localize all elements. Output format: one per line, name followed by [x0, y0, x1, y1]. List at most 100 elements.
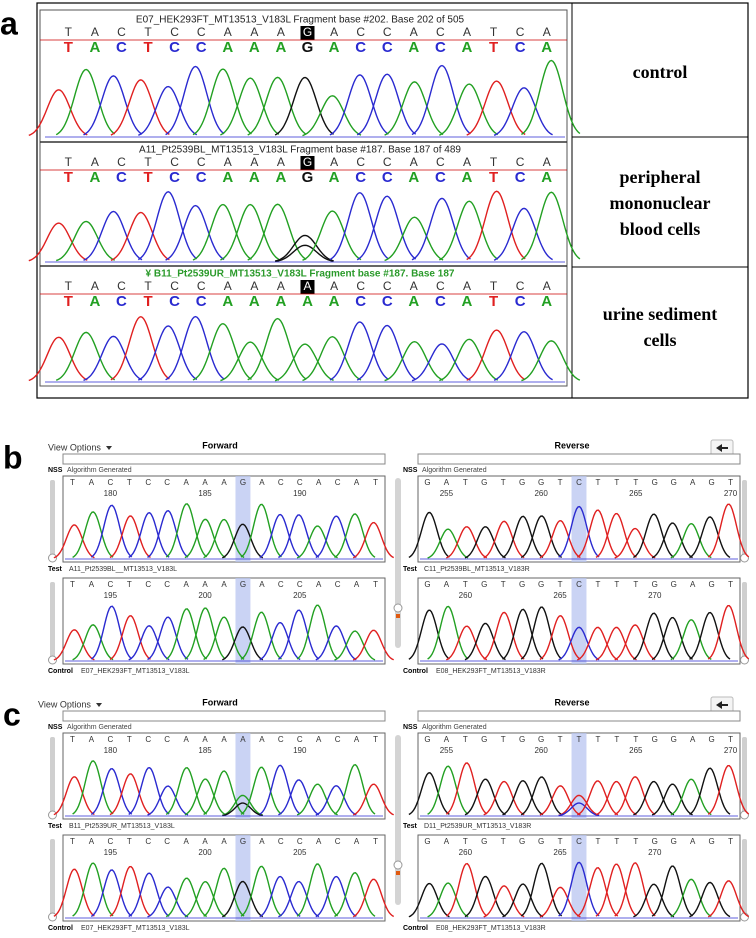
scrollbar-track — [50, 839, 55, 917]
scrollbar-handle — [740, 912, 749, 922]
base-call: T — [490, 155, 498, 169]
base-position: 260 — [534, 746, 548, 755]
trace-peak — [651, 522, 693, 559]
base-call: A — [89, 735, 95, 744]
base-call: A — [222, 169, 233, 186]
base-call: C — [516, 155, 525, 169]
trace-peak — [445, 762, 488, 815]
trace-peak — [408, 882, 450, 918]
trace-peak — [352, 783, 394, 816]
base-call: C — [164, 837, 170, 846]
nss-note: Algorithm Generated — [422, 724, 487, 731]
base-position: 255 — [440, 746, 454, 755]
back-arrow — [716, 701, 728, 709]
trace-peak — [147, 616, 189, 661]
nss-note: Algorithm Generated — [67, 724, 132, 731]
trace-peak — [539, 886, 581, 918]
trace-peak — [90, 504, 133, 558]
base-call: A — [183, 735, 189, 744]
base-call: C — [297, 735, 303, 744]
base-call: A — [221, 478, 227, 487]
trace-peak — [670, 619, 712, 661]
base-call: C — [515, 293, 526, 310]
scrollbar-handle — [48, 655, 57, 665]
base-call: T — [501, 837, 506, 846]
trace-peak — [240, 503, 282, 558]
base-call: T — [70, 837, 75, 846]
trace-title: A11_Pt2539BL_MT13513_V183L Fragment base… — [139, 145, 461, 156]
base-call: T — [127, 837, 132, 846]
scrollbar-handle — [48, 553, 57, 563]
trace-peak — [315, 875, 357, 918]
base-call: C — [435, 293, 446, 310]
base-call: A — [329, 293, 340, 310]
trace-peak — [222, 626, 264, 661]
base-call: T — [463, 735, 468, 744]
base-call: A — [277, 155, 285, 169]
base-call: T — [558, 837, 563, 846]
trace-peak — [72, 511, 114, 558]
trace-peak — [483, 611, 525, 660]
base-call: A — [249, 39, 260, 56]
trace-peak — [165, 503, 208, 558]
trace-peak — [147, 886, 189, 918]
trace-peak — [296, 863, 339, 917]
trace-peak — [577, 780, 619, 816]
base-call: T — [489, 169, 498, 186]
trace-peak — [147, 510, 189, 558]
base-call: A — [543, 25, 551, 39]
base-call: T — [489, 39, 498, 56]
trace-peak — [259, 513, 301, 559]
base-call: T — [127, 735, 132, 744]
nss-tag: NSS — [48, 724, 63, 731]
base-call: T — [577, 735, 582, 744]
base-call: C — [297, 837, 303, 846]
base-call: C — [382, 169, 393, 186]
trace-peak — [689, 881, 731, 918]
trace-peak — [278, 514, 320, 559]
trace-peak — [438, 200, 499, 261]
base-call: G — [240, 837, 246, 846]
base-call: T — [501, 735, 506, 744]
base-call: A — [259, 580, 265, 589]
base-position: 195 — [104, 848, 118, 857]
base-call: A — [183, 837, 189, 846]
trace-peak — [128, 766, 170, 815]
trace-peak — [72, 862, 114, 917]
trace-peak — [240, 766, 282, 815]
base-call: G — [538, 837, 544, 846]
base-call: T — [127, 580, 132, 589]
base-call: T — [501, 580, 506, 589]
trace-peak — [651, 616, 693, 661]
trace-peak — [502, 780, 544, 816]
trace-peak — [614, 862, 656, 917]
base-call: G — [538, 478, 544, 487]
base-call: A — [224, 155, 232, 169]
base-position: 260 — [534, 489, 548, 498]
base-call: A — [444, 478, 450, 487]
trace-peak — [464, 778, 506, 816]
base-call: A — [316, 735, 322, 744]
center-slider — [395, 478, 401, 648]
trace-peak — [192, 322, 252, 381]
base-call: T — [728, 478, 733, 487]
view-options: View Options — [38, 699, 91, 709]
base-call: A — [444, 580, 450, 589]
base-call: A — [275, 39, 286, 56]
base-call: T — [633, 478, 638, 487]
base-call: T — [373, 837, 378, 846]
trace-peak — [259, 621, 301, 661]
trace-peak — [72, 624, 114, 661]
trace-peak — [275, 244, 334, 263]
base-call: A — [259, 735, 265, 744]
trace-peak — [595, 512, 637, 559]
base-position: 265 — [553, 848, 567, 857]
base-call: C — [196, 293, 207, 310]
base-call: A — [224, 279, 232, 293]
trace-peak — [247, 203, 307, 261]
base-call: A — [91, 155, 99, 169]
base-call: C — [278, 478, 284, 487]
base-call: T — [70, 478, 75, 487]
trace-peak — [220, 77, 280, 136]
trace-peak — [28, 222, 88, 262]
